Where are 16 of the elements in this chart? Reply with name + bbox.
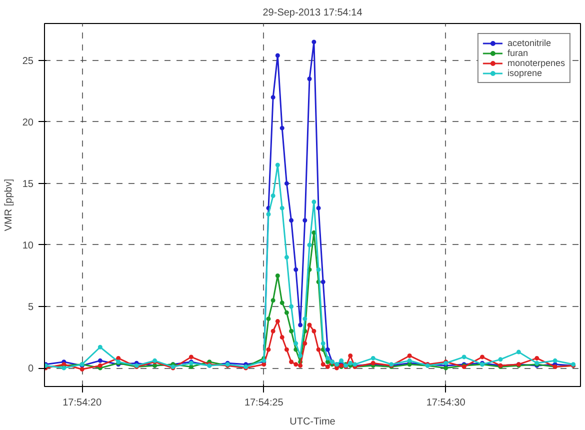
legend-label: isoprene [507,68,542,78]
y-tick-label: 10 [22,240,34,252]
x-tick-label: 17:54:20 [62,398,102,408]
x-axis-title: UTC-Time [290,416,336,428]
chart-title: 29-Sep-2013 17:54:14 [262,8,363,18]
legend-label: furan [507,48,528,58]
y-tick-label: 0 [28,364,34,375]
y-tick-label: 15 [22,178,34,190]
legend-label: acetonitrile [507,38,551,48]
x-tick-label: 17:54:25 [244,398,284,408]
y-tick-label: 5 [28,302,34,314]
legend-label: monoterpenes [507,58,565,68]
x-tick-label: 17:54:30 [426,398,466,408]
y-axis-title: VMR [ppbv] [3,178,14,232]
y-tick-label: 25 [22,56,34,67]
y-tick-label: 20 [22,117,34,128]
